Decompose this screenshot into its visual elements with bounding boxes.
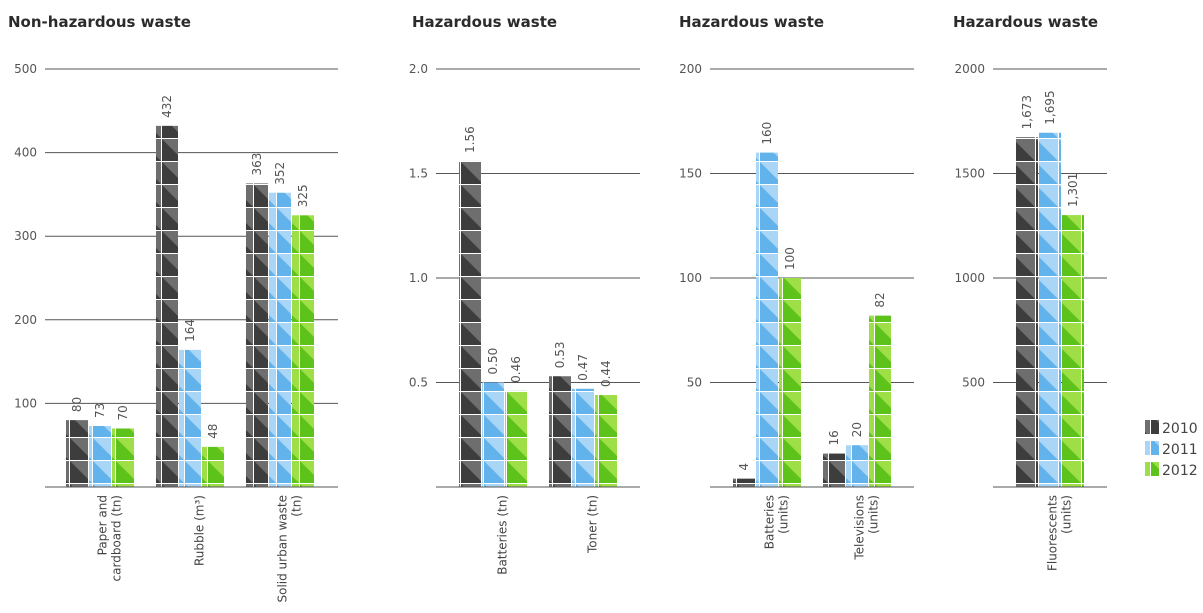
value-label: 0.47 — [576, 354, 590, 381]
y-tick-label: 400 — [14, 146, 37, 160]
y-tick-label: 1.5 — [409, 167, 428, 181]
bar-2010-3 — [246, 183, 268, 488]
value-label: 0.46 — [509, 356, 523, 383]
value-label: 16 — [827, 430, 841, 445]
bar-2011-1 — [482, 382, 504, 487]
bar-2010-1 — [459, 160, 481, 487]
bar-2012-1 — [112, 428, 134, 487]
bar-2012-2 — [595, 395, 617, 487]
value-label: 1,301 — [1066, 173, 1080, 207]
legend: 2010 2011 2012 — [1145, 420, 1198, 479]
bar-2010-2 — [549, 376, 571, 487]
value-label: 100 — [783, 247, 797, 270]
category-label: (tn) — [290, 495, 304, 517]
value-label: 0.44 — [599, 360, 613, 387]
value-label: 48 — [206, 424, 220, 439]
chart-panel-4: Hazardous waste 500 1000 1500 2000 1,673 1,695… — [953, 13, 1107, 571]
y-tick-label: 100 — [14, 396, 37, 410]
value-label: 80 — [70, 397, 84, 412]
legend-swatch-2012 — [1145, 462, 1159, 476]
category-label: Paper and — [96, 495, 110, 555]
category-label: Batteries (tn) — [496, 495, 510, 575]
panel-title: Hazardous waste — [953, 13, 1098, 31]
chart-panel-2: Hazardous waste 0.5 1.0 1.5 2.0 1.56 0.53 0.50 0… — [409, 13, 640, 575]
category-label: Solid urban waste — [276, 495, 290, 603]
y-tick-label: 2000 — [954, 62, 985, 76]
bar-2011-3 — [269, 192, 291, 487]
bar-2011-1 — [89, 425, 111, 487]
y-tick-label: 1.0 — [409, 271, 428, 285]
y-tick-label: 200 — [14, 313, 37, 327]
value-label: 82 — [873, 292, 887, 307]
bar-2011-1 — [1039, 132, 1061, 487]
bar-2011-1 — [756, 152, 778, 487]
value-label: 432 — [160, 95, 174, 118]
category-label: (units) — [777, 495, 791, 534]
value-label: 363 — [250, 153, 264, 176]
bar-2010-2 — [823, 453, 845, 487]
panel-title: Hazardous waste — [412, 13, 557, 31]
bar-2012-1 — [779, 278, 801, 487]
bar-2011-2 — [572, 388, 594, 487]
chart-panel-1: Non-hazardous waste 100 200 300 400 500 80 432 3… — [8, 13, 338, 603]
category-label: (units) — [1060, 495, 1074, 534]
value-label: 352 — [273, 162, 287, 185]
value-label: 1,695 — [1043, 90, 1057, 124]
y-tick-label: 150 — [679, 167, 702, 181]
bar-2011-2 — [846, 445, 868, 487]
bar-2010-1 — [66, 420, 88, 487]
legend-swatch-2010 — [1145, 420, 1159, 434]
y-tick-label: 500 — [14, 62, 37, 76]
category-label: cardboard (tn) — [110, 495, 124, 581]
bar-2012-3 — [292, 215, 314, 488]
y-tick-label: 100 — [679, 271, 702, 285]
category-label: Toner (tn) — [586, 495, 600, 554]
legend-label-2012: 2012 — [1162, 463, 1198, 479]
y-tick-label: 0.5 — [409, 376, 428, 390]
legend-swatch-2011 — [1145, 441, 1159, 455]
bar-2010-1 — [1016, 137, 1038, 487]
value-label: 164 — [183, 319, 197, 342]
value-label: 73 — [93, 403, 107, 418]
value-label: 0.53 — [553, 342, 567, 369]
category-label: Batteries — [763, 495, 777, 549]
bar-2012-1 — [1062, 215, 1084, 487]
bar-2012-1 — [505, 390, 527, 487]
panel-title: Hazardous waste — [679, 13, 824, 31]
bar-2010-2 — [156, 125, 178, 488]
bar-2012-2 — [869, 315, 891, 487]
value-label: 160 — [760, 122, 774, 145]
value-label: 325 — [296, 184, 310, 207]
value-label: 0.50 — [486, 348, 500, 375]
category-label: Fluorescents — [1046, 495, 1060, 571]
category-label: (units) — [867, 495, 881, 534]
legend-label-2011: 2011 — [1162, 442, 1198, 458]
category-label: Rubble (m³) — [193, 495, 207, 566]
value-label: 4 — [737, 463, 751, 471]
y-tick-label: 500 — [962, 376, 985, 390]
panel-title: Non-hazardous waste — [8, 13, 191, 31]
y-tick-label: 300 — [14, 229, 37, 243]
y-tick-label: 200 — [679, 62, 702, 76]
chart-panel-3: Hazardous waste 50 100 150 200 4 16 160 20 100 82 B… — [679, 13, 914, 561]
bar-2011-2 — [179, 349, 201, 487]
y-tick-label: 1500 — [954, 167, 985, 181]
value-label: 20 — [850, 422, 864, 437]
y-tick-label: 2.0 — [409, 62, 428, 76]
bar-2010-1 — [733, 478, 755, 487]
y-tick-label: 1000 — [954, 271, 985, 285]
y-tick-label: 50 — [687, 376, 702, 390]
legend-label-2010: 2010 — [1162, 421, 1198, 437]
value-label: 1,673 — [1020, 95, 1034, 129]
value-label: 1.56 — [463, 126, 477, 153]
category-label: Televisions — [853, 495, 867, 561]
bar-2012-2 — [202, 446, 224, 487]
value-label: 70 — [116, 405, 130, 420]
